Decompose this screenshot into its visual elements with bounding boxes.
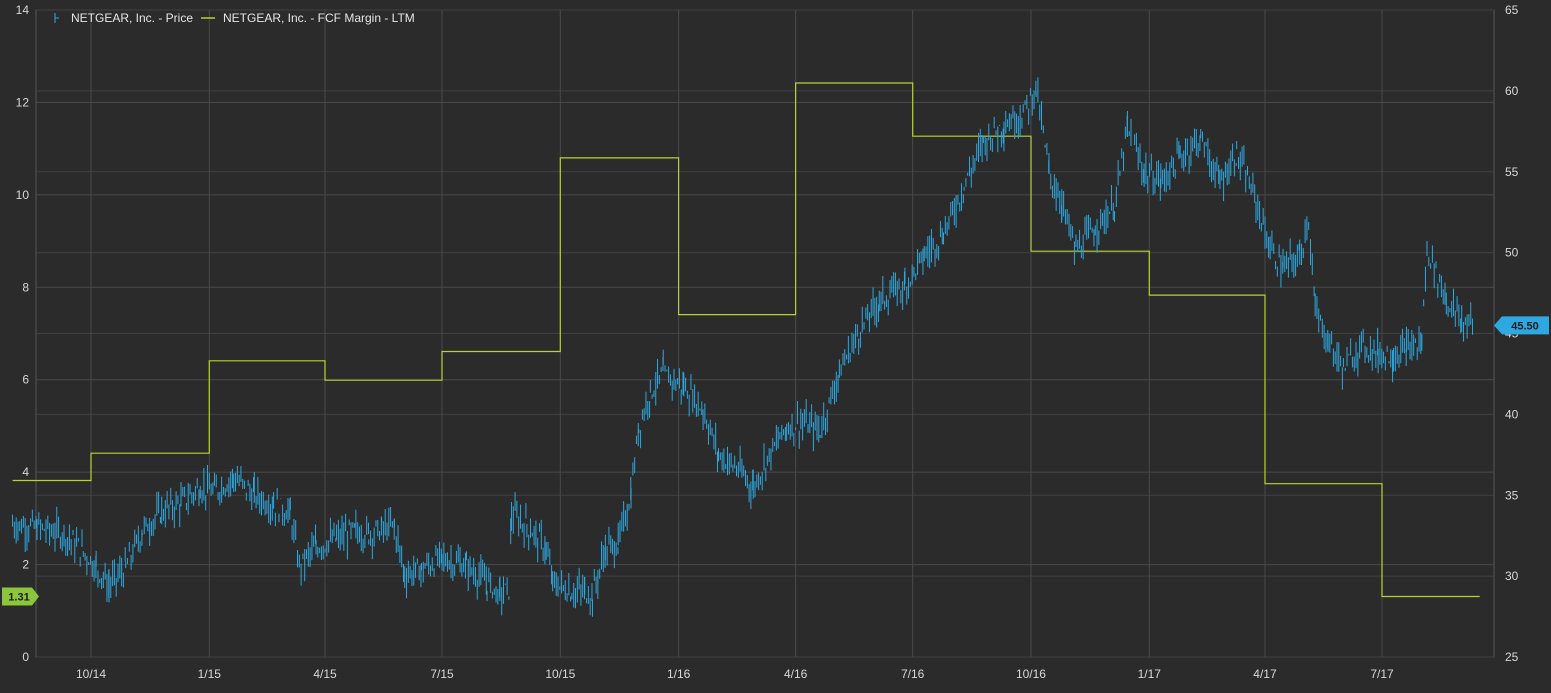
x-axis-tick-label: 4/15	[313, 667, 337, 681]
left-axis-tick-label: 14	[16, 3, 30, 17]
x-axis-tick-label: 4/16	[784, 667, 808, 681]
right-value-badge-text: 45.50	[1511, 320, 1539, 332]
left-axis-tick-label: 2	[22, 558, 29, 572]
x-axis-tick-label: 10/14	[76, 667, 106, 681]
x-axis-tick-label: 1/16	[667, 667, 691, 681]
right-axis-tick-label: 65	[1505, 3, 1519, 17]
left-value-badge	[2, 587, 39, 606]
x-axis-tick-label: 10/15	[545, 667, 575, 681]
legend-label-fcf: NETGEAR, Inc. - FCF Margin - LTM	[223, 11, 415, 25]
x-axis-tick-label: 7/16	[901, 667, 925, 681]
left-axis-tick-label: 8	[22, 280, 29, 294]
left-axis-tick-label: 0	[22, 650, 29, 664]
legend-label-price: NETGEAR, Inc. - Price	[71, 11, 193, 25]
x-axis-tick-label: 7/15	[430, 667, 454, 681]
x-axis-tick-label: 10/16	[1016, 667, 1046, 681]
fcf-margin-line	[12, 82, 1480, 598]
fcf-margin-series	[12, 82, 1480, 598]
legend: NETGEAR, Inc. - Price NETGEAR, Inc. - FCF…	[54, 11, 415, 25]
right-axis-tick-label: 25	[1505, 650, 1519, 664]
left-axis-tick-label: 4	[22, 465, 29, 479]
right-axis-tick-label: 35	[1505, 488, 1519, 502]
price-series	[12, 77, 1474, 617]
left-axis-tick-label: 6	[22, 373, 29, 387]
right-axis-tick-label: 60	[1505, 84, 1519, 98]
left-axis-tick-label: 10	[16, 188, 30, 202]
right-value-badge	[1494, 316, 1549, 335]
x-axis-tick-label: 1/15	[198, 667, 222, 681]
x-axis-tick-label: 4/17	[1253, 667, 1277, 681]
x-axis-tick-label: 7/17	[1370, 667, 1394, 681]
right-axis-tick-label: 50	[1505, 246, 1519, 260]
left-axis-tick-label: 12	[16, 95, 30, 109]
right-axis-tick-label: 40	[1505, 407, 1519, 421]
right-axis-tick-label: 30	[1505, 569, 1519, 583]
axes: 0246810121425303540455055606510/141/154/…	[16, 3, 1519, 681]
left-value-badge-text: 1.31	[8, 591, 29, 603]
x-axis-tick-label: 1/17	[1138, 667, 1162, 681]
right-axis-tick-label: 55	[1505, 165, 1519, 179]
value-badges: 1.31 45.50	[2, 316, 1549, 606]
